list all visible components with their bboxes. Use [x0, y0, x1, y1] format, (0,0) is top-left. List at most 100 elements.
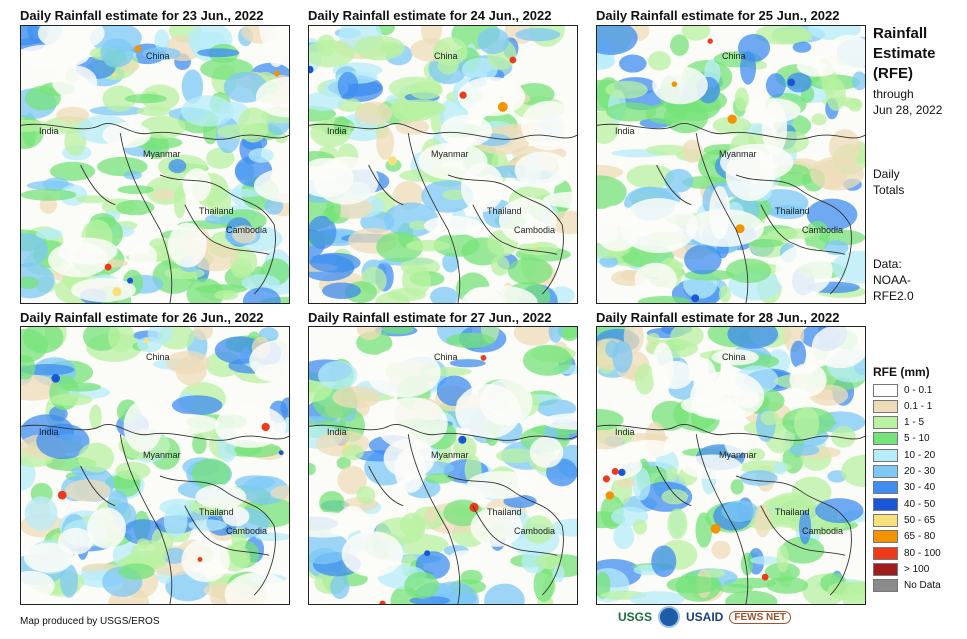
logo-strip: USGS USAID FEWS NET: [618, 606, 792, 628]
country-border: [119, 133, 173, 303]
rainfall-map-24jun: China India Myanmar Thailand Cambodia: [308, 25, 578, 304]
country-border: [159, 475, 276, 596]
legend-swatch: [873, 399, 898, 413]
place-label: Myanmar: [431, 149, 469, 159]
legend-label: 40 - 50: [904, 498, 936, 510]
legend-label: 0.1 - 1: [904, 400, 933, 412]
legend-item: 50 - 65: [873, 512, 935, 528]
place-label: Thailand: [775, 206, 810, 216]
legend-item: 0 - 0.1: [873, 382, 932, 398]
place-label: India: [39, 427, 59, 437]
legend-item: 5 - 10: [873, 431, 930, 447]
place-label: Thailand: [199, 507, 234, 517]
country-border: [597, 424, 865, 441]
legend-swatch: [873, 513, 898, 527]
country-border: [760, 505, 846, 556]
place-label: China: [434, 352, 458, 362]
place-label: China: [722, 51, 746, 61]
rainfall-map-25jun: China India Myanmar Thailand Cambodia: [596, 25, 866, 304]
country-border: [472, 505, 558, 556]
place-label: Myanmar: [431, 450, 469, 460]
place-label: Cambodia: [514, 526, 556, 536]
place-label: Myanmar: [719, 149, 757, 159]
country-border: [368, 465, 404, 507]
country-border: [119, 434, 173, 604]
legend-label: 80 - 100: [904, 547, 941, 559]
place-label: Cambodia: [514, 225, 556, 235]
place-label: Cambodia: [802, 526, 844, 536]
rainfall-map-26jun: China India Myanmar Thailand Cambodia: [20, 326, 290, 605]
legend-swatch: [873, 432, 898, 446]
sidebar-title-line: Estimate: [873, 45, 936, 62]
legend-label: 10 - 20: [904, 449, 936, 461]
place-label: China: [146, 51, 170, 61]
legend-swatch: [873, 383, 898, 397]
country-border: [159, 174, 276, 295]
panel-title: Daily Rainfall estimate for 28 Jun., 202…: [596, 310, 840, 325]
country-border: [309, 123, 577, 140]
legend-item: 10 - 20: [873, 447, 935, 463]
sidebar-title-line: (RFE): [873, 65, 913, 82]
panel-title: Daily Rainfall estimate for 26 Jun., 202…: [20, 310, 264, 325]
rainfall-field: [309, 26, 577, 303]
place-label: Thailand: [487, 206, 522, 216]
legend-label: 5 - 10: [904, 433, 930, 445]
place-label: China: [146, 352, 170, 362]
legend-item: > 100: [873, 561, 929, 577]
credit-text: Map produced by USGS/EROS: [20, 616, 160, 627]
country-border: [407, 133, 461, 303]
data-source: Data: NOAA- RFE2.0: [873, 256, 914, 304]
panel-title: Daily Rainfall estimate for 24 Jun., 202…: [308, 8, 552, 23]
rainfall-field: [597, 26, 865, 303]
data-source-line: RFE2.0: [873, 289, 914, 303]
legend-label: 0 - 0.1: [904, 384, 933, 396]
place-label: India: [327, 126, 347, 136]
noaa-logo: [658, 606, 681, 628]
legend-item: 80 - 100: [873, 545, 941, 561]
country-border: [447, 174, 564, 295]
legend-swatch: [873, 562, 898, 576]
legend-swatch: [873, 448, 898, 462]
legend-item: 65 - 80: [873, 529, 935, 545]
country-border: [184, 204, 270, 255]
country-border: [472, 204, 558, 255]
legend-swatch: [873, 546, 898, 560]
fewsnet-logo: FEWS NET: [729, 610, 792, 624]
through-date: through Jun 28, 2022: [873, 86, 942, 118]
country-border: [735, 475, 852, 596]
place-label: Thailand: [199, 206, 234, 216]
country-border: [760, 204, 846, 255]
legend-item: 40 - 50: [873, 496, 935, 512]
rainfall-field: [597, 327, 865, 604]
usaid-logo: USAID: [686, 610, 724, 624]
legend-swatch: [873, 530, 898, 544]
legend-item: 30 - 40: [873, 480, 935, 496]
country-border: [597, 123, 865, 140]
place-label: India: [39, 126, 59, 136]
country-border: [184, 505, 270, 556]
country-border: [695, 133, 749, 303]
legend-label: No Data: [904, 580, 941, 592]
data-source-line: Data:: [873, 257, 902, 271]
country-border: [656, 465, 692, 507]
country-border: [368, 164, 404, 206]
through-label: through: [873, 87, 914, 101]
legend-label: 20 - 30: [904, 466, 936, 477]
totals-line: Totals: [873, 183, 905, 197]
rainfall-map-28jun: China India Myanmar Thailand Cambodia: [596, 326, 866, 605]
legend-label: 65 - 80: [904, 531, 936, 543]
data-source-line: NOAA-: [873, 273, 912, 287]
rainfall-map-27jun: China India Myanmar Thailand Cambodia: [308, 326, 578, 605]
legend-label: 30 - 40: [904, 482, 936, 494]
legend-swatch: [873, 416, 898, 430]
country-border: [447, 475, 564, 596]
place-label: India: [327, 427, 347, 437]
place-label: Thailand: [775, 507, 810, 517]
place-label: Myanmar: [143, 149, 181, 159]
place-label: Thailand: [487, 507, 522, 517]
legend-label: > 100: [904, 563, 930, 575]
legend-swatch: [873, 465, 898, 478]
place-label: China: [434, 51, 458, 61]
country-border: [309, 424, 577, 441]
panel-title: Daily Rainfall estimate for 27 Jun., 202…: [308, 310, 552, 325]
